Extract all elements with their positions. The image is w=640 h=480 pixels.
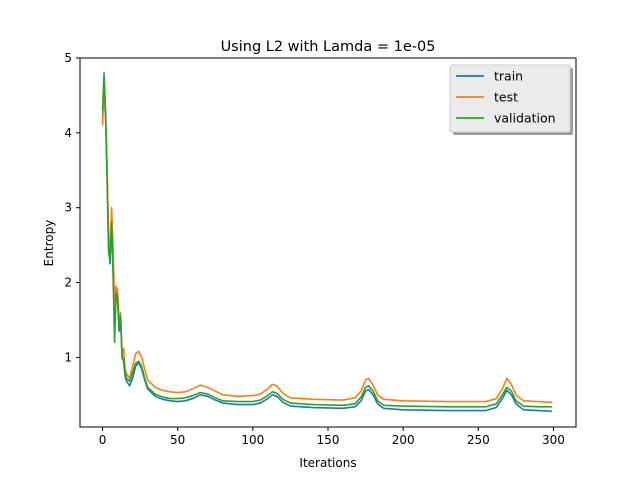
y-tick-label: 1	[64, 350, 72, 364]
y-tick-label: 5	[64, 51, 72, 65]
x-tick-label: 200	[392, 433, 415, 447]
y-tick-label: 4	[64, 126, 72, 140]
legend: train test validation	[449, 64, 573, 135]
x-tick-label: 100	[241, 433, 264, 447]
ticks-layer: 0 50 100 150 200 250 300 1 2 3 4 5	[64, 51, 565, 447]
series-line-test	[101, 90, 552, 404]
legend-label-validation: validation	[494, 111, 556, 126]
legend-label-test: test	[494, 90, 518, 105]
plot-frame	[79, 57, 577, 428]
series-layer	[101, 72, 552, 413]
x-tick-label: 50	[170, 433, 185, 447]
y-axis-label: Entropy	[42, 220, 56, 267]
x-tick-label: 0	[99, 433, 107, 447]
x-tick-label: 300	[542, 433, 565, 447]
y-tick-label: 3	[64, 201, 72, 215]
chart-title: Using L2 with Lamda = 1e-05	[221, 39, 436, 55]
y-tick-label: 2	[64, 276, 72, 290]
x-axis-label: Iterations	[299, 456, 356, 470]
x-tick-label: 250	[467, 433, 490, 447]
x-tick-label: 150	[317, 433, 340, 447]
legend-box	[449, 64, 571, 133]
legend-entries: train test validation	[456, 69, 556, 126]
legend-label-train: train	[494, 69, 523, 84]
series-line-validation	[101, 72, 552, 408]
